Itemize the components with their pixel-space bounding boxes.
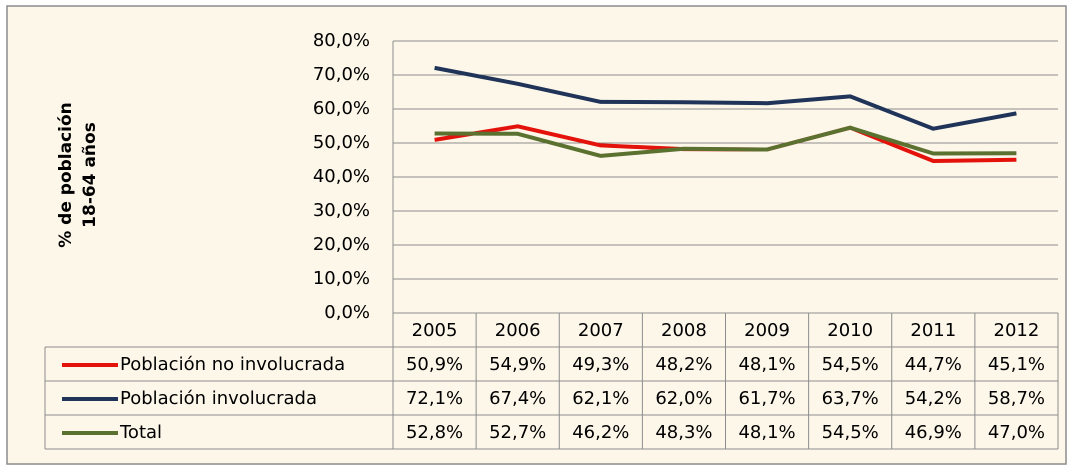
legend-label: Total [119,422,162,443]
y-tick-label: 20,0% [313,234,370,255]
y-tick-label: 30,0% [313,200,370,221]
table-cell: 52,7% [489,422,546,443]
x-tick-label: 2006 [495,320,541,341]
x-tick-label: 2009 [744,320,790,341]
table-cell: 50,9% [406,354,463,375]
y-tick-label: 0,0% [324,302,370,323]
table-cell: 48,1% [738,354,795,375]
y-tick-label: 50,0% [313,132,370,153]
table-cell: 62,1% [572,388,629,409]
table-cell: 54,5% [822,354,879,375]
series-line [434,125,1017,158]
table-cell: 48,3% [655,422,712,443]
y-axis-label: % de población [56,102,76,248]
table-cell: 44,7% [905,354,962,375]
table-cell: 63,7% [822,388,879,409]
x-tick-label: 2007 [578,320,624,341]
x-tick-label: 2008 [661,320,707,341]
table-cell: 47,0% [988,422,1045,443]
x-tick-label: 2005 [412,320,458,341]
table-cell: 48,2% [655,354,712,375]
table-cell: 54,5% [822,422,879,443]
table-cell: 72,1% [406,388,463,409]
table-cell: 45,1% [988,354,1045,375]
table-cell: 46,2% [572,422,629,443]
legend-label: Población no involucrada [120,354,345,375]
series-line [434,65,1017,131]
x-tick-label: 2012 [994,320,1040,341]
legend-label: Población involucrada [120,388,317,409]
table-cell: 52,8% [406,422,463,443]
table-cell: 67,4% [489,388,546,409]
table-cell: 54,9% [489,354,546,375]
table-cell: 49,3% [572,354,629,375]
table-cell: 62,0% [655,388,712,409]
y-tick-label: 80,0% [313,30,370,51]
x-tick-label: 2011 [910,320,956,341]
table-cell: 61,7% [738,388,795,409]
table-cell: 58,7% [988,388,1045,409]
chart-frame [6,5,1067,465]
y-tick-label: 70,0% [313,64,370,85]
y-tick-label: 60,0% [313,98,370,119]
y-axis-label: 18-64 años [80,122,100,228]
table-cell: 46,9% [905,422,962,443]
y-tick-label: 40,0% [313,166,370,187]
y-tick-label: 10,0% [313,268,370,289]
x-tick-label: 2010 [827,320,873,341]
table-cell: 48,1% [738,422,795,443]
table-cell: 54,2% [905,388,962,409]
